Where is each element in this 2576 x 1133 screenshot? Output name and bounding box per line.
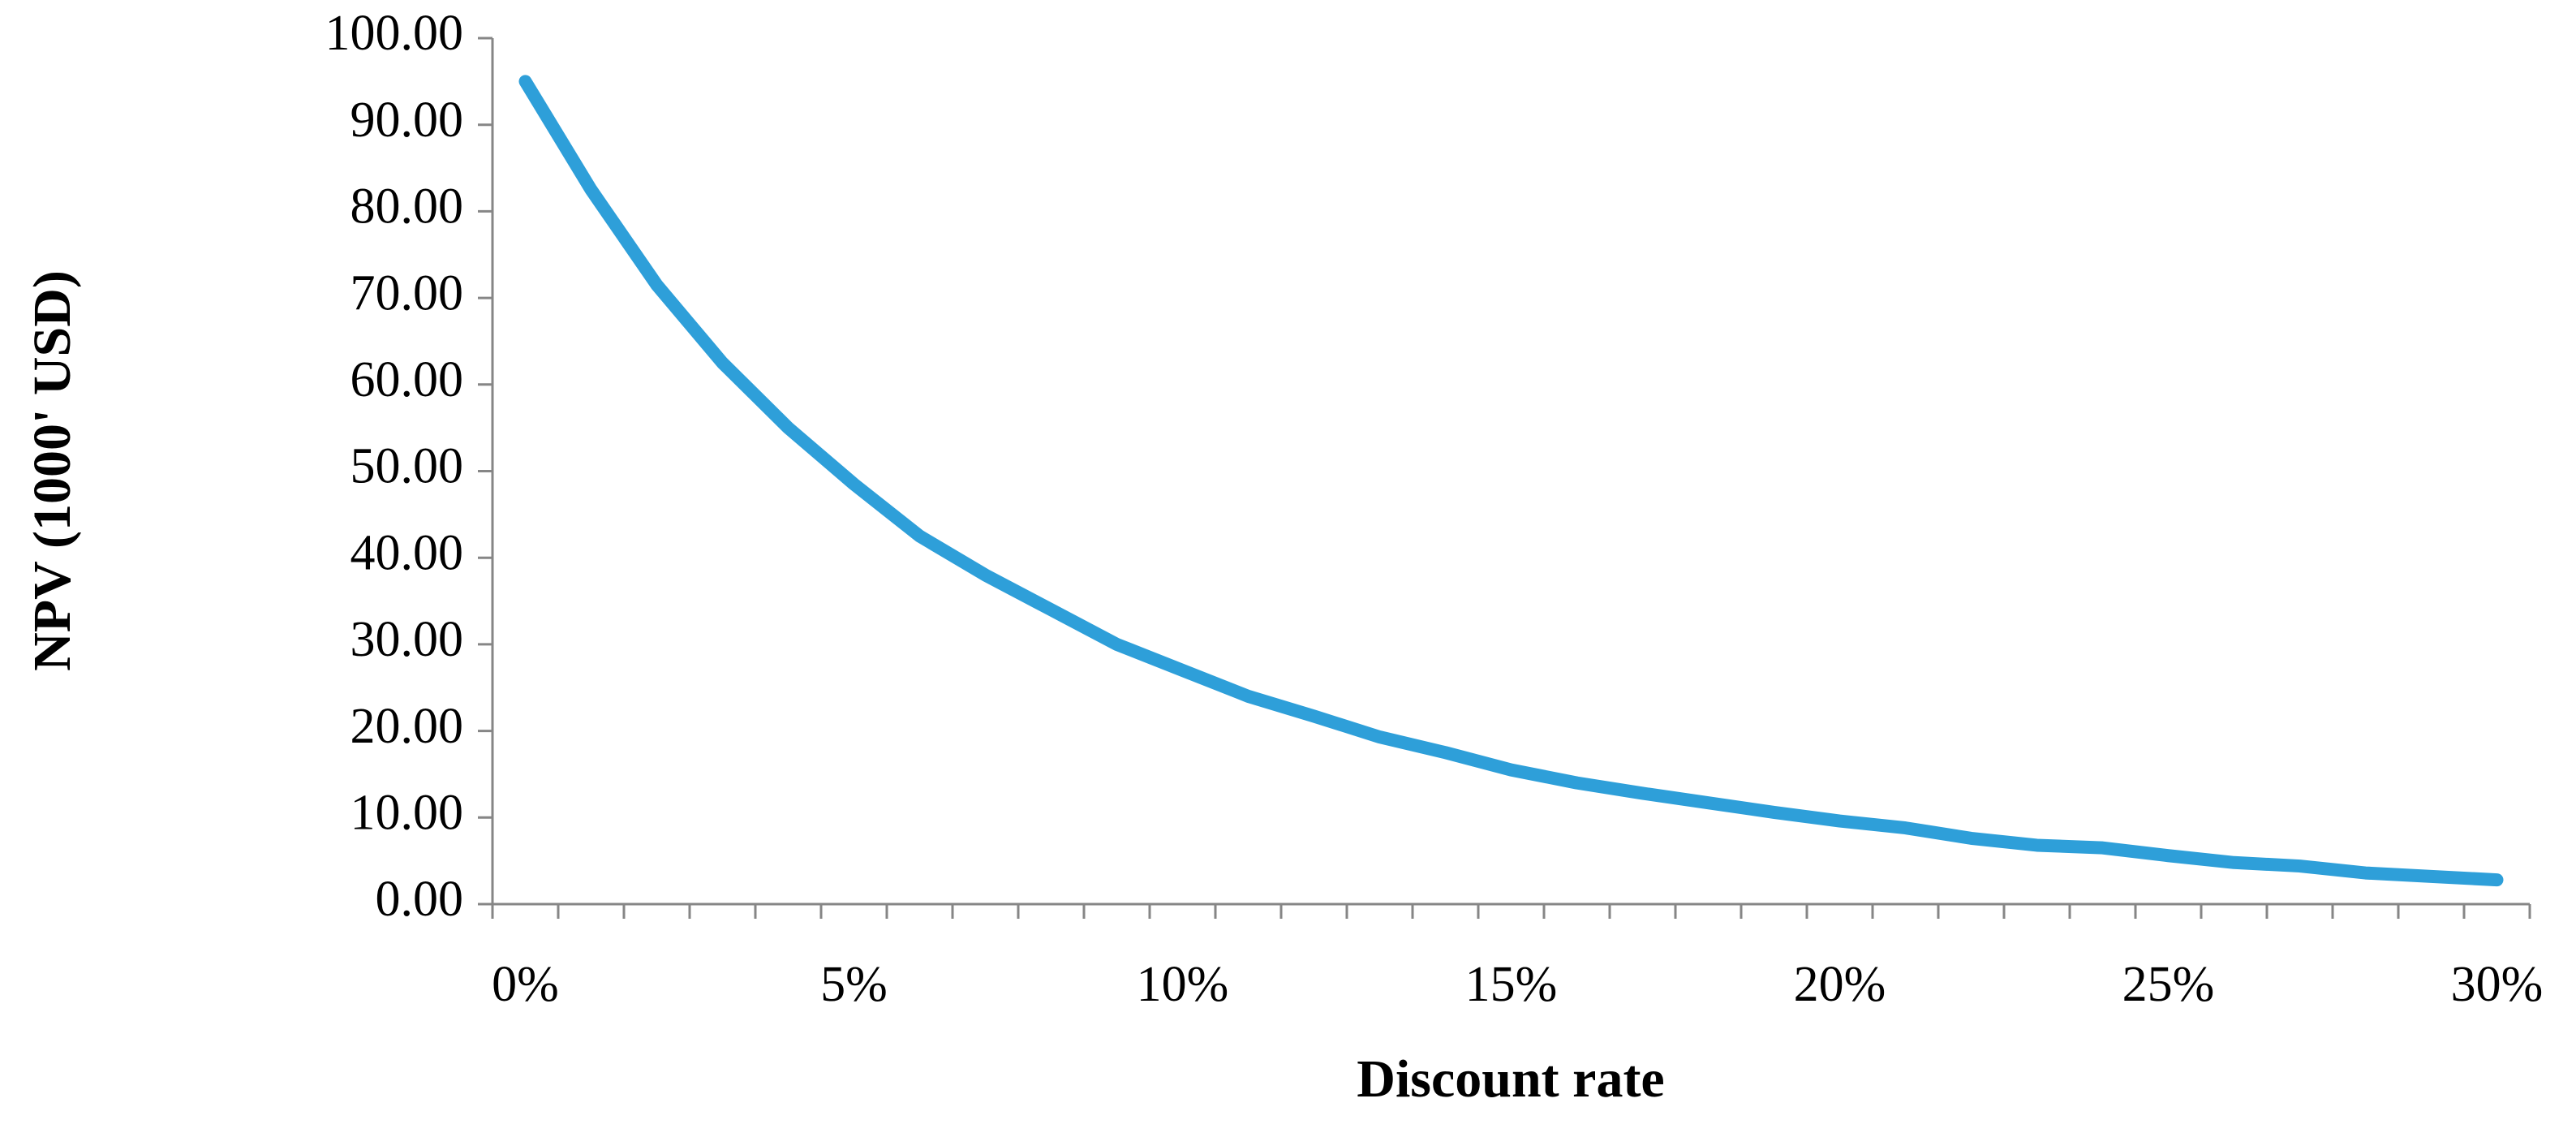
x-tick-label: 10% [1137,957,1229,1012]
y-axis-title: NPV (1000' USD) [23,270,82,671]
y-tick-label: 20.00 [350,699,464,754]
y-tick-label: 70.00 [350,265,464,321]
x-tick-label: 15% [1465,957,1558,1012]
y-tick-label: 100.00 [325,6,464,61]
y-tick-label: 40.00 [350,525,464,580]
y-tick-label: 50.00 [350,439,464,494]
data-line [518,75,2504,887]
x-tick-label: 5% [820,957,888,1012]
y-tick-label: 0.00 [376,872,464,927]
x-tick-label: 30% [2451,957,2544,1012]
y-tick-label: 90.00 [350,93,464,148]
x-tick-label: 25% [2122,957,2215,1012]
x-axis-title: Discount rate [1357,1049,1664,1109]
y-tick-label: 60.00 [350,352,464,407]
y-tick-label: 30.00 [350,612,464,667]
y-tick-label: 80.00 [350,179,464,235]
x-tick-label: 20% [1794,957,1886,1012]
x-tick-label: 0% [492,957,559,1012]
y-tick-label: 10.00 [350,786,464,841]
